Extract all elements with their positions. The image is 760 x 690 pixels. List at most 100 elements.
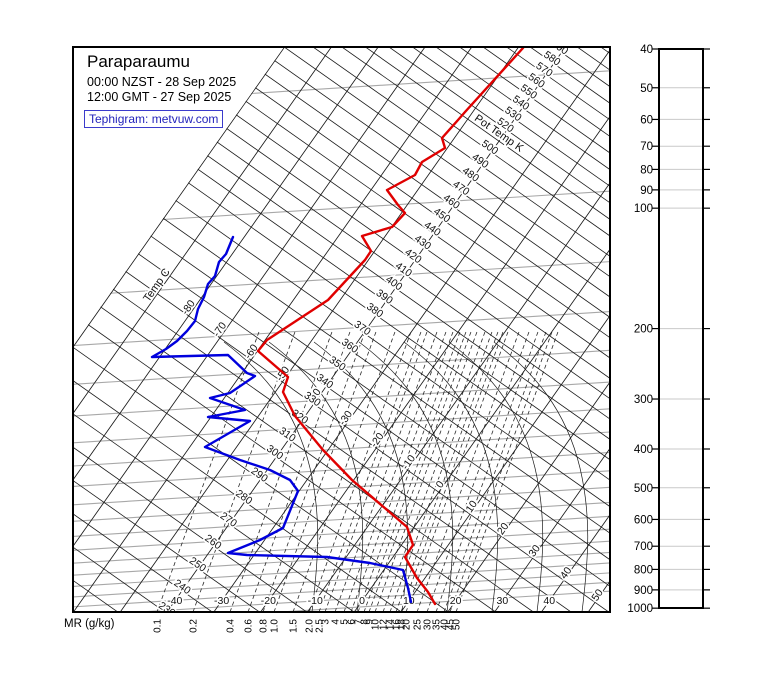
saturated-adiabat-line	[313, 341, 409, 612]
isotherm-line	[73, 47, 473, 612]
pressure-tick-label: 70	[640, 141, 653, 153]
temperature-trace	[256, 46, 525, 606]
pressure-tick-label: 60	[640, 114, 653, 126]
saturated-adiabat-line	[223, 341, 319, 612]
pressure-tick-label: 50	[640, 83, 653, 95]
dry-adiabat-line	[73, 233, 610, 612]
pressure-tick-label: 90	[640, 185, 653, 197]
isobar-line	[73, 431, 610, 467]
mr-tick-label: 40	[440, 619, 451, 631]
isotherm-line	[353, 47, 610, 612]
mr-tick-label: 1.0	[270, 619, 281, 633]
isobar-line	[73, 562, 610, 598]
pressure-tick-label: 800	[634, 564, 653, 576]
dry-adiabat-line	[73, 47, 610, 54]
adiabat-band-label: 380	[364, 301, 385, 321]
mixing-ratio-line	[435, 329, 540, 612]
bottom-temp-label: -20	[261, 595, 276, 607]
isotherm-band-label: 0	[434, 479, 447, 491]
dry-adiabat-line	[73, 47, 610, 298]
dry-adiabat-line	[73, 480, 610, 612]
pressure-tick-label: 500	[634, 483, 653, 495]
dry-adiabat-line	[73, 260, 610, 612]
pressure-tick-label: 300	[634, 394, 653, 406]
isobar-line	[73, 261, 610, 297]
metvuw-link[interactable]: Tephigram: metvuw.com	[84, 110, 224, 128]
pressure-tick-label: 40	[640, 44, 653, 56]
mr-tick-label: 14	[386, 619, 397, 631]
isotherm-line	[400, 47, 610, 612]
mr-tick-label: 2.0	[305, 619, 316, 633]
pressure-tick-label: 100	[634, 203, 653, 215]
dry-adiabat-line	[73, 47, 610, 187]
mixing-ratio-line	[262, 329, 367, 612]
isotherm-line	[73, 47, 332, 612]
dry-adiabat-line	[73, 207, 610, 587]
valid-time-local: 00:00 NZST - 28 Sep 2025	[87, 75, 237, 89]
mr-tick-label: 4	[331, 619, 342, 625]
isotherm-line	[213, 47, 610, 612]
mixing-ratio-line	[350, 329, 455, 612]
dry-adiabat-line	[73, 313, 610, 612]
bottom-temp-label: 40	[543, 595, 555, 607]
mr-tick-label: 8	[360, 619, 371, 625]
isotherm-line	[494, 47, 610, 612]
isotherm-line	[587, 47, 610, 612]
mixing-ratio-line	[156, 329, 261, 612]
mr-tick-label: 1.5	[289, 619, 300, 633]
mixing-ratio-line	[334, 329, 439, 612]
adiabat-band-label: 310	[277, 425, 298, 445]
chart-border	[72, 46, 611, 613]
isotherm-line	[73, 47, 379, 612]
isotherm-line	[73, 47, 426, 612]
isobar-line	[73, 515, 610, 551]
station-title: Paraparaumu	[87, 52, 191, 71]
dry-adiabat-line	[73, 513, 610, 612]
mr-tick-label: 0.8	[259, 619, 270, 633]
mixing-ratio-line	[426, 329, 531, 612]
dry-adiabat-line	[73, 546, 610, 612]
dry-adiabat-line	[73, 647, 610, 690]
mr-tick-label: 20	[402, 619, 413, 631]
bottom-temp-label: 10	[403, 595, 415, 607]
mr-tick-label: 0.6	[244, 619, 255, 633]
mixing-ratio-line	[395, 329, 500, 612]
isotherm-line	[119, 47, 519, 612]
isotherm-band-label: 10	[463, 498, 480, 515]
bottom-temp-label: 30	[497, 595, 509, 607]
isobar-line	[73, 590, 610, 612]
isotherm-band-label: -100	[115, 251, 137, 275]
bottom-temp-label: 20	[450, 595, 462, 607]
saturated-adiabat-line	[358, 341, 454, 612]
mixing-ratio-line	[368, 329, 473, 612]
isotherm-line	[166, 47, 566, 612]
mixing-ratio-line	[405, 329, 510, 612]
isotherm-band-label: 50	[589, 587, 606, 604]
isotherm-line	[73, 47, 285, 612]
dry-adiabat-line	[73, 413, 610, 612]
mr-tick-label: 0.4	[226, 619, 237, 633]
dry-adiabat-line	[73, 47, 610, 204]
mixing-ratio-line	[400, 329, 505, 612]
mr-tick-label: 25	[413, 619, 424, 631]
mr-tick-label: 16	[392, 619, 403, 631]
mixing-ratio-line	[318, 329, 423, 612]
adiabat-band-label: 300	[264, 443, 285, 463]
dry-adiabat-line	[73, 47, 610, 278]
mr-tick-label: 10	[371, 619, 382, 631]
adiabat-band-label: 370	[352, 318, 373, 338]
isotherm-line	[260, 47, 610, 612]
isobar-line	[73, 501, 610, 537]
dry-adiabat-line	[73, 380, 610, 612]
mixing-ratio-line	[273, 329, 378, 612]
pressure-tick-label: 700	[634, 541, 653, 553]
pressure-tick-label: 400	[634, 444, 653, 456]
mr-tick-label: 30	[423, 619, 434, 631]
isobar-line	[73, 572, 610, 608]
adiabat-band-label: 280	[233, 487, 254, 507]
isotherm-line	[447, 47, 610, 612]
dry-adiabat-line	[73, 47, 610, 170]
mr-tick-label: 7	[354, 619, 365, 625]
mr-tick-label: 3	[321, 619, 332, 625]
